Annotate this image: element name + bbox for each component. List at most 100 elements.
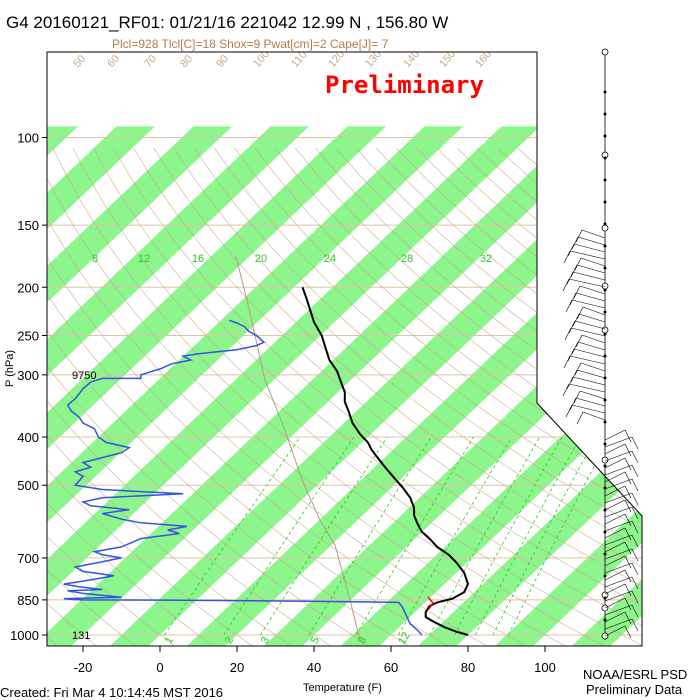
mixing-ratio-bottom-label: 1 <box>163 635 176 646</box>
preliminary-data-label: Preliminary Data <box>586 682 683 697</box>
wind-dot <box>603 420 607 424</box>
temperature-line <box>301 286 470 636</box>
mixing-ratio-line <box>164 436 301 636</box>
y-axis-ticks: 100 150 200 250 300 400 500 700 850 1000 <box>10 131 47 643</box>
dry-adiabat-line <box>47 147 175 646</box>
wind-barb <box>569 250 606 260</box>
mixing-ratio-line <box>308 436 432 636</box>
mixing-ratio-label: 12 <box>138 253 150 265</box>
y-tick-label: 500 <box>17 478 39 493</box>
y-tick-label: 150 <box>17 218 39 233</box>
dry-adiabat-line <box>72 147 642 646</box>
wind-barb-feather <box>624 457 632 471</box>
wind-barb-feather <box>631 520 639 534</box>
wind-barb <box>604 471 626 483</box>
wind-dot <box>603 332 607 336</box>
noaa-label: NOAA/ESRL PSD <box>583 667 687 682</box>
wind-barb-feather <box>631 562 639 576</box>
y-tick-label: 850 <box>17 593 39 608</box>
dry-adiabat-line <box>113 147 642 646</box>
wind-barb-feather <box>570 264 578 278</box>
wind-calm-circle <box>601 282 609 290</box>
wind-barb <box>573 348 606 358</box>
wind-barb <box>575 292 606 302</box>
wind-barb <box>604 485 626 497</box>
dry-adiabat-line <box>47 147 253 646</box>
wind-barb <box>604 506 633 518</box>
x-tick-label: 60 <box>384 660 398 675</box>
wind-dot <box>603 310 607 314</box>
dry-adiabat-label: 60 <box>105 53 122 70</box>
wind-barb-feather <box>567 348 575 362</box>
wind-barb <box>604 478 633 490</box>
wind-barb-feather <box>631 618 639 632</box>
wind-dot <box>603 398 607 402</box>
mixing-ratio-bottom-label: 3 <box>259 635 272 646</box>
wind-barb-feather <box>624 485 632 499</box>
dewpoint-line <box>63 319 423 636</box>
mixing-ratio-line <box>429 436 541 636</box>
wind-barb-feather <box>573 390 581 404</box>
wind-barb <box>604 464 633 476</box>
x-axis-ticks: -20 0 20 40 60 80 100 <box>74 646 556 675</box>
wind-barb <box>604 569 626 581</box>
wind-barb <box>575 397 606 407</box>
mixing-ratio-bottom-label: 8 <box>356 635 369 646</box>
mixing-ratio-line <box>474 436 581 636</box>
wind-barb-feather <box>574 257 582 271</box>
wind-barb-feather <box>631 590 639 604</box>
wind-dot <box>603 596 607 600</box>
wind-barb-feather <box>565 299 573 313</box>
wind-barb-feather <box>570 369 578 383</box>
wind-barb-feather <box>564 327 572 341</box>
wind-barb-feather <box>624 625 632 639</box>
y-tick-label: 300 <box>17 368 39 383</box>
chart-title: G4 20160121_RF01: 01/21/16 221042 12.99 … <box>6 13 448 32</box>
x-axis-label: Temperature (F) <box>303 682 382 694</box>
wind-barb <box>576 264 606 274</box>
x-tick-label: 80 <box>461 660 475 675</box>
wind-barb <box>574 320 606 330</box>
height-labels: 9750 131 <box>72 370 96 642</box>
dry-adiabat-line <box>47 147 292 646</box>
x-tick-label: 100 <box>534 660 556 675</box>
y-tick-label: 100 <box>17 131 39 146</box>
wind-barb <box>604 604 633 616</box>
dry-adiabat-line <box>0 148 18 646</box>
y-axis-label: P (hPa) <box>4 350 16 387</box>
y-tick-label: 200 <box>17 280 39 295</box>
wind-barb <box>604 555 626 567</box>
wind-barb <box>604 443 626 455</box>
mixing-ratio-label: 20 <box>255 253 267 265</box>
wind-dot <box>603 486 607 490</box>
dry-adiabat-line <box>47 147 370 646</box>
wind-barb <box>604 562 633 574</box>
wind-barb-feather <box>624 443 632 457</box>
wind-calm-circle <box>601 224 609 232</box>
mixing-ratio-line <box>508 436 611 636</box>
wind-barb <box>604 527 626 539</box>
wind-barb <box>572 376 606 386</box>
y-tick-label: 400 <box>17 430 39 445</box>
isotherm-band <box>649 126 700 645</box>
wind-dot <box>603 464 607 468</box>
dry-adiabat-labels: 50 60 70 80 90 100 110 120 130 140 150 160 <box>71 52 494 70</box>
wind-dot <box>603 618 607 622</box>
wind-barb-feather <box>563 355 571 369</box>
wind-dot <box>603 178 607 182</box>
mixing-ratio-line <box>398 436 513 636</box>
dry-adiabat-label: 70 <box>142 53 159 70</box>
x-tick-label: 20 <box>230 660 244 675</box>
wind-barb <box>604 590 633 602</box>
dry-adiabat-line <box>47 147 526 646</box>
wind-barb <box>580 257 606 267</box>
plot-frame <box>46 51 643 647</box>
wind-barb <box>604 429 626 441</box>
wind-barb-feather <box>624 569 632 583</box>
wind-barb-feather <box>574 362 582 376</box>
wind-barb <box>604 534 633 546</box>
wind-barb <box>581 229 606 239</box>
dry-adiabat-line <box>47 147 565 646</box>
wind-barb-feather <box>624 541 632 555</box>
